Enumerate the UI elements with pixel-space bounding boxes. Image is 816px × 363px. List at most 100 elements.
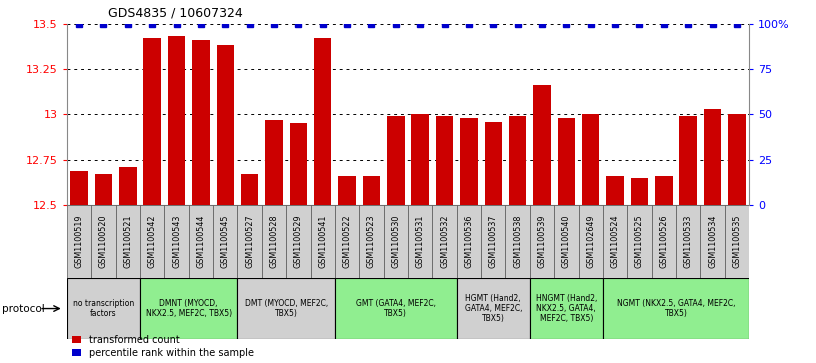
Bar — [631, 178, 648, 363]
Bar — [628, 205, 652, 278]
Bar — [460, 118, 477, 363]
Text: DMT (MYOCD, MEF2C,
TBX5): DMT (MYOCD, MEF2C, TBX5) — [245, 299, 328, 318]
Text: HNGMT (Hand2,
NKX2.5, GATA4,
MEF2C, TBX5): HNGMT (Hand2, NKX2.5, GATA4, MEF2C, TBX5… — [535, 294, 597, 323]
Text: GSM1100531: GSM1100531 — [415, 215, 424, 268]
Text: no transcription
factors: no transcription factors — [73, 299, 134, 318]
Text: GSM1100533: GSM1100533 — [684, 215, 693, 268]
Text: GSM1100543: GSM1100543 — [172, 215, 181, 268]
Bar — [676, 205, 700, 278]
Bar — [384, 205, 408, 278]
Bar — [530, 205, 554, 278]
Bar — [168, 36, 185, 363]
Legend: transformed count, percentile rank within the sample: transformed count, percentile rank withi… — [72, 335, 255, 358]
Bar — [700, 205, 725, 278]
Text: GSM1100535: GSM1100535 — [733, 215, 742, 268]
Text: GSM1100523: GSM1100523 — [367, 215, 376, 268]
Text: GSM1100522: GSM1100522 — [343, 215, 352, 268]
Text: GSM1100542: GSM1100542 — [148, 215, 157, 268]
Text: DMNT (MYOCD,
NKX2.5, MEF2C, TBX5): DMNT (MYOCD, NKX2.5, MEF2C, TBX5) — [146, 299, 232, 318]
Bar — [457, 278, 530, 339]
Text: GSM1100530: GSM1100530 — [392, 215, 401, 268]
Text: GSM1100541: GSM1100541 — [318, 215, 327, 268]
Bar — [339, 176, 356, 363]
Bar — [505, 205, 530, 278]
Bar — [286, 205, 311, 278]
Bar — [481, 205, 505, 278]
Bar — [725, 205, 749, 278]
Text: GSM1100545: GSM1100545 — [221, 215, 230, 268]
Text: GSM1100519: GSM1100519 — [74, 215, 83, 268]
Bar — [579, 205, 603, 278]
Bar — [67, 278, 140, 339]
Bar — [436, 116, 454, 363]
Bar — [509, 116, 526, 363]
Bar — [557, 118, 575, 363]
Text: GSM1100539: GSM1100539 — [538, 215, 547, 268]
Bar — [119, 167, 136, 363]
Bar — [67, 205, 91, 278]
Bar — [603, 278, 749, 339]
Bar — [530, 278, 603, 339]
Bar — [359, 205, 384, 278]
Text: GSM1100534: GSM1100534 — [708, 215, 717, 268]
Bar — [265, 120, 283, 363]
Text: GSM1102649: GSM1102649 — [586, 215, 595, 268]
Bar — [432, 205, 457, 278]
Text: protocol: protocol — [2, 303, 45, 314]
Bar — [216, 45, 234, 363]
Bar — [140, 278, 237, 339]
Bar — [703, 109, 721, 363]
Text: GSM1100521: GSM1100521 — [123, 215, 132, 268]
Bar — [485, 122, 502, 363]
Bar — [335, 278, 457, 339]
Bar — [188, 205, 213, 278]
Bar — [91, 205, 116, 278]
Bar — [652, 205, 676, 278]
Bar — [680, 116, 697, 363]
Bar — [362, 176, 380, 363]
Text: HGMT (Hand2,
GATA4, MEF2C,
TBX5): HGMT (Hand2, GATA4, MEF2C, TBX5) — [464, 294, 522, 323]
Bar — [457, 205, 481, 278]
Bar — [554, 205, 579, 278]
Text: GSM1100544: GSM1100544 — [197, 215, 206, 268]
Bar — [582, 114, 600, 363]
Text: GDS4835 / 10607324: GDS4835 / 10607324 — [108, 7, 242, 20]
Bar — [262, 205, 286, 278]
Text: GSM1100529: GSM1100529 — [294, 215, 303, 268]
Bar — [411, 114, 429, 363]
Text: GSM1100524: GSM1100524 — [610, 215, 619, 268]
Bar — [241, 174, 259, 363]
Bar — [533, 85, 551, 363]
Bar — [140, 205, 164, 278]
Bar — [116, 205, 140, 278]
Bar — [237, 278, 335, 339]
Bar — [237, 205, 262, 278]
Bar — [408, 205, 432, 278]
Bar — [144, 38, 161, 363]
Bar — [603, 205, 628, 278]
Bar — [728, 114, 746, 363]
Text: GSM1100520: GSM1100520 — [99, 215, 108, 268]
Bar — [213, 205, 237, 278]
Bar — [70, 171, 88, 363]
Text: GSM1100536: GSM1100536 — [464, 215, 473, 268]
Text: GSM1100528: GSM1100528 — [269, 215, 278, 268]
Text: GSM1100537: GSM1100537 — [489, 215, 498, 268]
Bar — [311, 205, 335, 278]
Text: GSM1100525: GSM1100525 — [635, 215, 644, 268]
Bar — [387, 116, 405, 363]
Bar — [164, 205, 188, 278]
Bar — [606, 176, 624, 363]
Text: GSM1100538: GSM1100538 — [513, 215, 522, 268]
Text: GMT (GATA4, MEF2C,
TBX5): GMT (GATA4, MEF2C, TBX5) — [356, 299, 436, 318]
Bar — [192, 40, 210, 363]
Text: GSM1100526: GSM1100526 — [659, 215, 668, 268]
Bar — [655, 176, 672, 363]
Bar — [95, 174, 113, 363]
Text: NGMT (NKX2.5, GATA4, MEF2C,
TBX5): NGMT (NKX2.5, GATA4, MEF2C, TBX5) — [617, 299, 735, 318]
Text: GSM1100540: GSM1100540 — [562, 215, 571, 268]
Text: GSM1100527: GSM1100527 — [245, 215, 254, 268]
Bar — [335, 205, 359, 278]
Text: GSM1100532: GSM1100532 — [440, 215, 449, 268]
Bar — [290, 123, 307, 363]
